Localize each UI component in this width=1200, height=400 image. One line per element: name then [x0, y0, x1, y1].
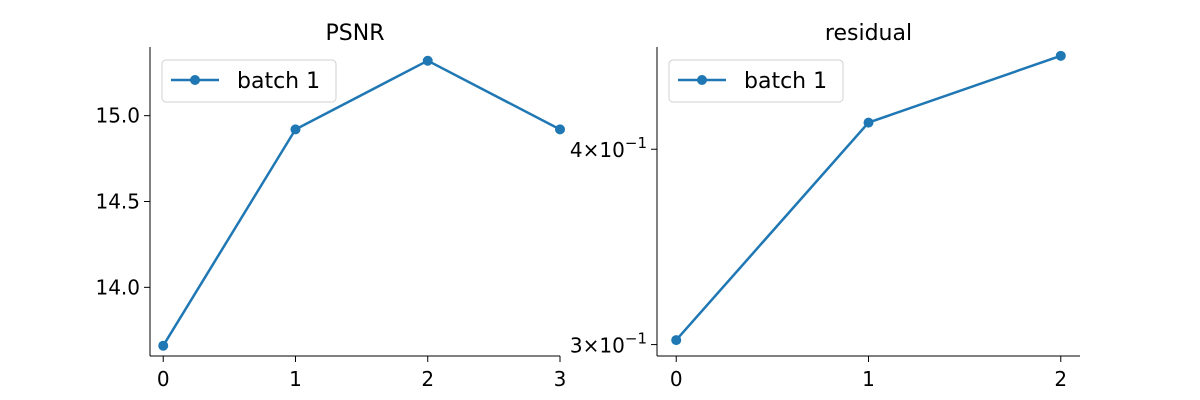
x-tick-label: 2 — [421, 367, 434, 391]
legend-marker — [190, 75, 200, 85]
legend-label: batch 1 — [237, 69, 320, 94]
legend — [161, 59, 337, 103]
data-point — [290, 124, 301, 135]
data-point — [422, 55, 433, 66]
data-point — [158, 340, 169, 351]
legend — [668, 59, 844, 103]
data-point — [671, 335, 682, 346]
series-line — [162, 59, 561, 347]
x-tick-label: 1 — [862, 367, 875, 391]
y-tick-label: 3×10−1 — [570, 330, 647, 358]
chart-title: residual — [825, 21, 912, 46]
y-tick-exponent: −1 — [625, 330, 647, 348]
y-tick-mantissa: 4 — [570, 138, 583, 162]
y-tick-base: 10 — [599, 334, 624, 358]
data-point — [863, 117, 874, 128]
y-tick-label: 14.5 — [95, 190, 140, 214]
x-tick-label: 1 — [289, 367, 302, 391]
y-tick-label: 4×10−1 — [570, 134, 647, 162]
y-tick-label: 14.0 — [95, 275, 140, 299]
data-point — [555, 124, 565, 135]
chart-psnr: PSNR 0 1 2 3 14.0 14.5 15.0 batch 1 — [95, 21, 566, 391]
x-tick-label: 3 — [554, 367, 567, 391]
y-tick-base: 10 — [599, 138, 624, 162]
legend-label: batch 1 — [744, 69, 827, 94]
chart-title: PSNR — [326, 21, 385, 46]
y-tick-mantissa: 3 — [570, 334, 583, 358]
legend-marker — [697, 75, 707, 85]
y-tick-exponent: −1 — [625, 134, 647, 152]
x-tick-label: 2 — [1054, 367, 1067, 391]
y-tick-times: × — [583, 334, 600, 358]
x-tick-label: 0 — [157, 367, 170, 391]
x-tick-label: 0 — [670, 367, 683, 391]
data-point — [1055, 50, 1066, 61]
y-tick-label: 15.0 — [95, 104, 140, 128]
y-tick-times: × — [583, 138, 600, 162]
